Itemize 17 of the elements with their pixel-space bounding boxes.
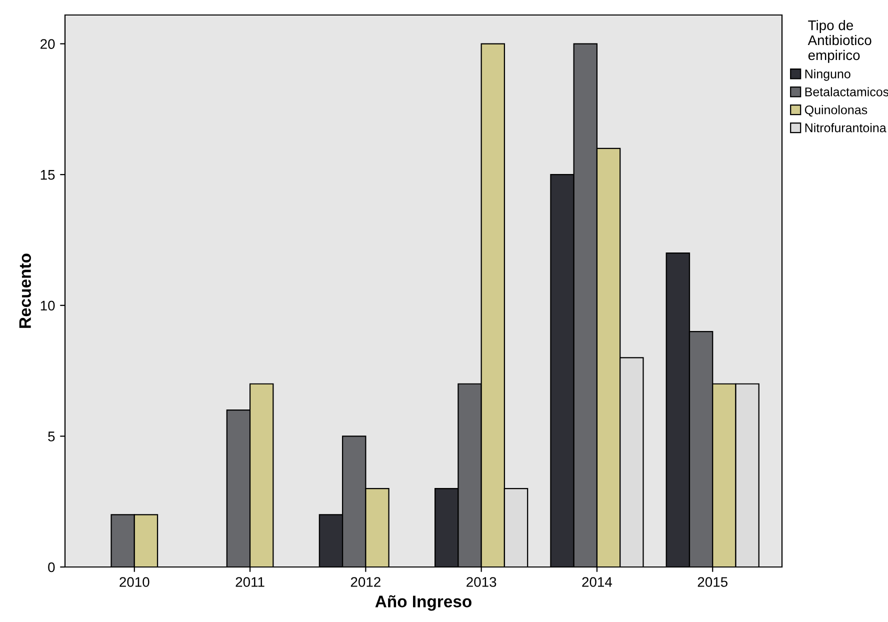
legend-label: Nitrofurantoina	[805, 123, 886, 132]
legend-label: Quinolonas	[804, 105, 868, 117]
y-tick-label: 0	[48, 562, 55, 572]
y-tick-label: 5	[48, 432, 55, 442]
legend-title: Tipo de Antibiotico empirico	[808, 20, 872, 63]
x-tick-label: 2014	[582, 577, 612, 587]
y-tick-label: 10	[40, 300, 55, 311]
x-tick-label: 2013	[466, 577, 496, 587]
x-tick-label: 2011	[236, 577, 264, 587]
legend-label: Ninguno	[805, 69, 850, 81]
y-axis-title: Recuento	[19, 254, 31, 328]
x-tick-label: 2015	[698, 577, 728, 587]
y-tick-label: 20	[40, 39, 55, 49]
x-tick-label: 2010	[120, 577, 150, 587]
x-tick-label: 2012	[350, 577, 380, 587]
x-axis-title: Año Ingreso	[375, 595, 472, 611]
y-tick-label: 15	[40, 170, 55, 180]
